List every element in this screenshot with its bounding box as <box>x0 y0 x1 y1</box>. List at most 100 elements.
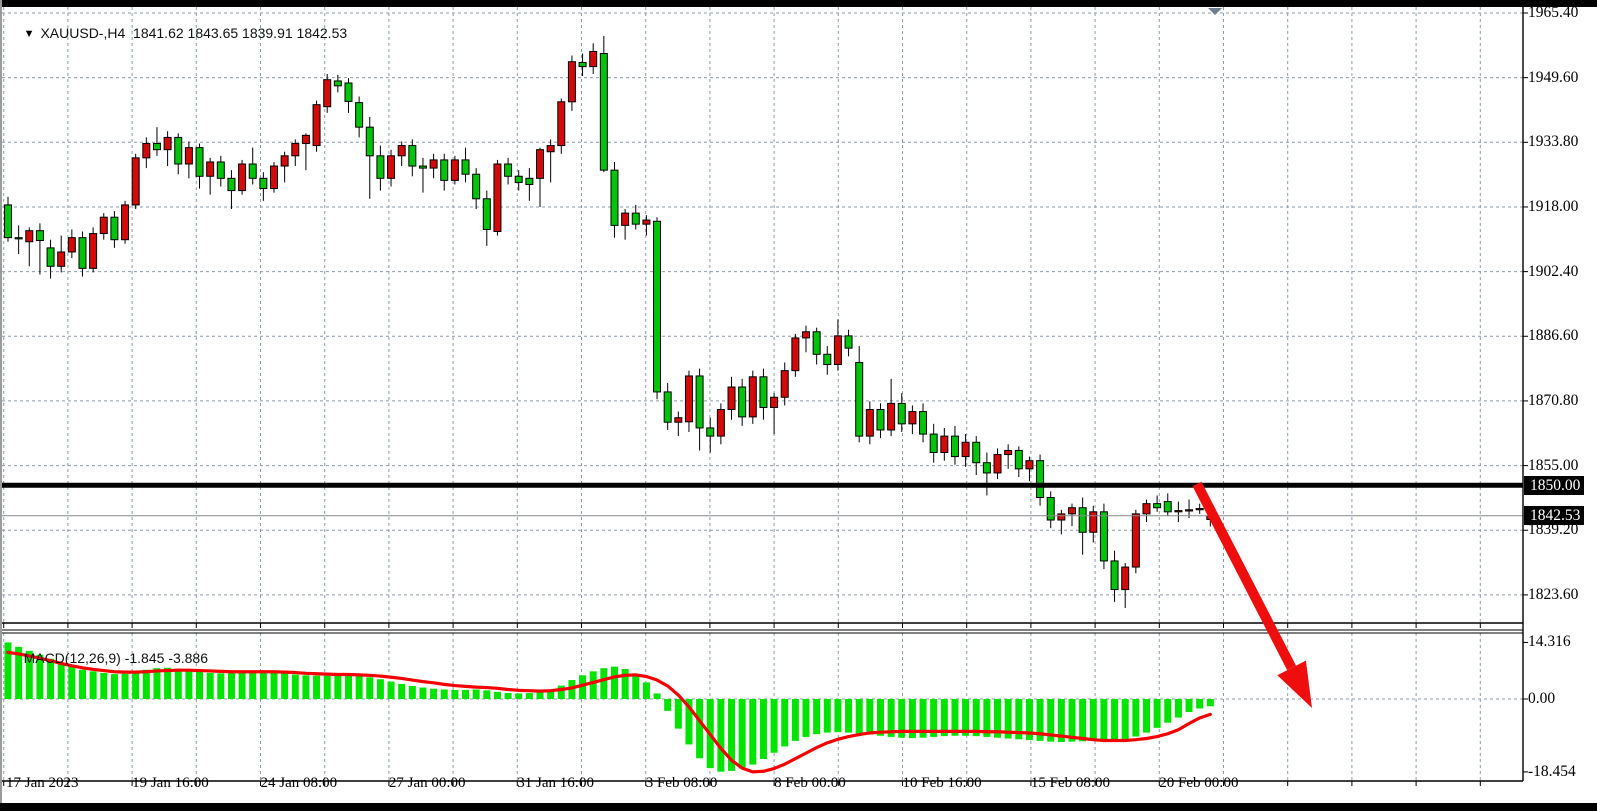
macd-histogram-bar <box>759 699 767 760</box>
time-axis-label: 27 Jan 00:00 <box>388 775 466 791</box>
macd-histogram-bar <box>302 675 310 699</box>
ohlc-close: 1842.53 <box>296 25 348 41</box>
candle-body <box>610 169 619 226</box>
candle-body <box>450 159 459 181</box>
candle-body <box>121 204 130 241</box>
candle-body <box>961 441 970 458</box>
macd-histogram-bar <box>78 669 86 699</box>
macd-histogram-bar <box>100 672 108 699</box>
candle-body <box>163 136 172 151</box>
title-gap <box>125 25 133 41</box>
candle-body <box>791 337 800 372</box>
candle-body <box>238 163 247 192</box>
macd-histogram-bar <box>238 672 246 699</box>
candle-body <box>887 402 896 431</box>
candle-body <box>1046 497 1055 521</box>
candle-body <box>727 386 736 411</box>
candle-body <box>1142 503 1151 515</box>
candle-body <box>1004 449 1013 456</box>
candle-body <box>738 386 747 418</box>
macd-histogram-bar <box>270 672 278 699</box>
candle-body <box>1014 449 1023 470</box>
price-axis-label: 1839.20 <box>1528 521 1579 539</box>
macd-histogram-bar <box>972 699 980 737</box>
chart-shift-marker-icon[interactable] <box>1208 8 1222 15</box>
macd-histogram-bar <box>387 681 395 699</box>
macd-histogram-bar <box>164 667 172 699</box>
candle-body <box>802 331 810 339</box>
candle-body <box>546 145 555 153</box>
time-axis-label: 20 Feb 00:00 <box>1159 775 1239 791</box>
trend-arrow-shaft[interactable] <box>1192 481 1297 671</box>
time-axis-label: 24 Jan 08:00 <box>260 775 338 791</box>
macd-histogram-bar <box>121 673 129 699</box>
candle-body <box>589 50 598 68</box>
symbol-dropdown-icon[interactable]: ▼ <box>23 28 35 40</box>
candle-body <box>780 370 789 398</box>
macd-histogram-bar <box>589 671 597 699</box>
macd-histogram-bar <box>1079 699 1087 742</box>
price-axis-label: 1965.40 <box>1528 4 1579 21</box>
macd-histogram-bar <box>866 699 874 735</box>
macd-histogram-bar <box>1174 699 1182 718</box>
macd-histogram-bar <box>664 699 672 711</box>
candle-body <box>291 143 300 157</box>
macd-histogram-bar <box>749 699 757 765</box>
ohlc-open: 1841.62 <box>133 25 184 41</box>
price-axis-label: 1823.60 <box>1528 585 1579 603</box>
macd-histogram-bar <box>344 675 352 699</box>
macd-histogram-bar <box>823 699 831 733</box>
candle-body <box>429 159 438 169</box>
time-axis-label: 8 Feb 00:00 <box>774 775 846 791</box>
candle-body <box>206 161 215 177</box>
macd-histogram-bar <box>313 675 321 699</box>
macd-histogram-bar <box>813 699 821 735</box>
price-axis-label: 1918.00 <box>1528 197 1579 215</box>
macd-signal-line <box>6 650 1212 774</box>
candle-body <box>35 230 44 242</box>
candle-body <box>89 233 98 269</box>
macd-histogram-bar <box>1132 699 1140 737</box>
candle-body <box>493 163 502 233</box>
macd-histogram-bar <box>770 699 778 753</box>
macd-histogram-bar <box>440 689 448 699</box>
time-axis-label: 10 Feb 16:00 <box>902 775 982 791</box>
candle-body <box>67 237 76 253</box>
trend-arrow-head[interactable] <box>1277 660 1312 708</box>
candle-body <box>982 462 991 474</box>
candle-body <box>110 216 119 241</box>
candle-body <box>323 79 332 108</box>
candle-body <box>855 361 864 437</box>
time-axis-label: 3 Feb 08:00 <box>645 775 718 791</box>
macd-histogram-bar <box>25 650 33 699</box>
candle-body <box>897 402 906 425</box>
macd-histogram-bar <box>791 699 799 741</box>
candle-body <box>972 441 981 464</box>
macd-histogram-bar <box>196 671 204 699</box>
candle-body <box>695 375 704 429</box>
macd-histogram-bar <box>908 699 916 739</box>
macd-histogram-bar <box>1206 699 1214 707</box>
macd-histogram-bar <box>376 679 384 699</box>
price-axis-label: 1933.80 <box>1528 133 1579 151</box>
candle-body <box>1036 460 1045 499</box>
macd-histogram-bar <box>876 699 884 736</box>
macd-histogram-bar <box>1100 699 1108 741</box>
candle-body <box>1025 460 1034 470</box>
candle-body <box>78 237 87 269</box>
candle-body <box>536 149 544 179</box>
macd-histogram-bar <box>802 699 810 737</box>
macd-histogram-bar <box>610 666 618 699</box>
candle-body <box>1195 508 1204 511</box>
macd-histogram-bar <box>249 671 257 699</box>
candle-body <box>929 433 938 453</box>
candle-body <box>993 454 1002 474</box>
candle-body <box>270 165 278 190</box>
candle-body <box>684 375 693 423</box>
macd-histogram-bar <box>930 699 938 737</box>
candle-body <box>152 143 161 151</box>
price-axis-label: 1870.80 <box>1528 391 1579 409</box>
time-axis-label: 15 Feb 08:00 <box>1030 775 1111 791</box>
candle-body <box>865 409 874 437</box>
